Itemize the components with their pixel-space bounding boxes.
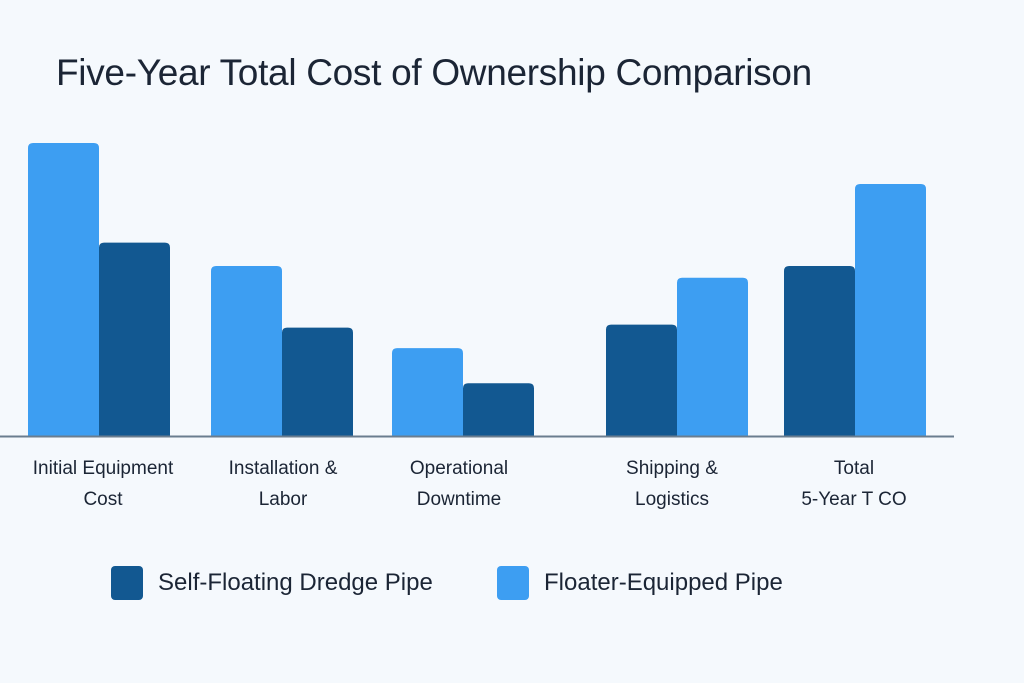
legend-label-floater-equipped: Floater-Equipped Pipe [544,569,783,596]
category-label-2-line-1: Downtime [417,489,501,510]
category-label-3-line-0: Shipping & [626,458,718,479]
bar-floater-1 [211,266,282,436]
category-label-0-line-0: Initial Equipment [33,458,174,479]
category-label-4-line-1: 5-Year T CO [801,489,906,510]
legend-item-floater-equipped[interactable]: Floater-Equipped Pipe [497,566,783,600]
legend-item-self-floating[interactable]: Self-Floating Dredge Pipe [111,566,433,600]
bar-self-3 [606,324,677,436]
legend: Self-Floating Dredge Pipe Floater-Equipp… [0,566,1024,602]
legend-swatch-self-floating [111,566,143,600]
legend-label-self-floating: Self-Floating Dredge Pipe [158,569,433,596]
category-label-1-line-1: Labor [259,489,308,510]
category-label-3-line-1: Logistics [635,489,709,510]
bars-layer [28,143,926,436]
bar-floater-3 [677,277,748,436]
bar-floater-0 [28,143,99,436]
category-label-4-line-0: Total [834,458,874,479]
bar-self-2 [463,383,534,436]
category-labels: Initial Equipment Cost Installation & Labor… [33,458,907,510]
bar-floater-4 [855,184,926,436]
chart-title: Five-Year Total Cost of Ownership Compar… [56,52,812,93]
bar-self-0 [99,242,170,436]
bar-floater-2 [392,348,463,436]
category-label-0-line-1: Cost [83,489,123,510]
bar-self-1 [282,327,353,436]
bar-self-4 [784,266,855,436]
legend-swatch-floater-equipped [497,566,529,600]
category-label-2-line-0: Operational [410,458,508,479]
category-label-1-line-0: Installation & [229,458,338,479]
